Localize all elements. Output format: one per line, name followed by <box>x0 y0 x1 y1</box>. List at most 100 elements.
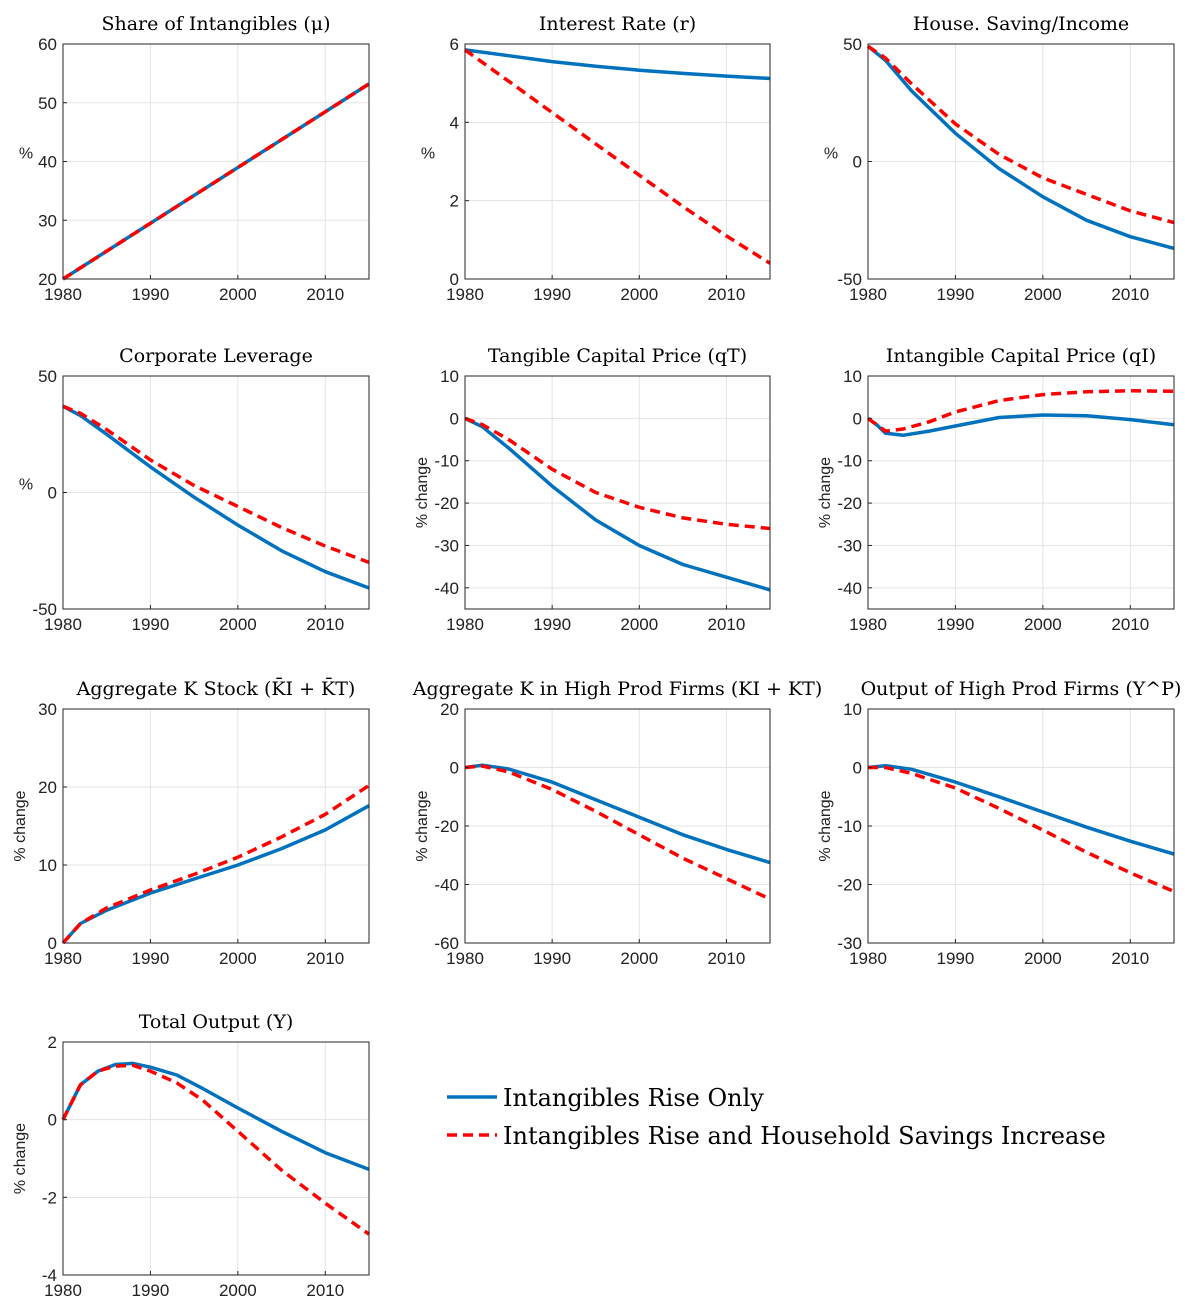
x-tick-label: 1990 <box>132 615 170 634</box>
panel-0: 1980 1990 2000 2010 20 30 40 50 60% Share of Inta… <box>19 13 370 304</box>
x-tick-label: 1990 <box>937 949 975 968</box>
x-tick-label: 2010 <box>708 285 746 304</box>
y-tick-label: -10 <box>837 817 862 836</box>
series-line-intangibles-and-savings <box>867 44 1175 225</box>
axes-box <box>867 375 1175 610</box>
y-tick-label: 60 <box>38 35 57 54</box>
y-tick-label: -2 <box>42 1188 57 1207</box>
series-line-intangibles-only <box>61 1061 370 1172</box>
y-tick-label: 10 <box>843 700 862 719</box>
x-tick-label: 2000 <box>1024 615 1062 634</box>
series-line-intangibles-and-savings <box>868 765 1175 894</box>
series-line-intangibles-only <box>62 404 370 590</box>
y-tick-label: 40 <box>38 153 57 172</box>
panel-title: Aggregate K in High Prod Firms (KI + KT) <box>412 678 823 700</box>
axes-box <box>62 708 370 944</box>
y-tick-label: 20 <box>440 700 459 719</box>
x-tick-label: 1990 <box>533 949 571 968</box>
panel-title: Total Output (Y) <box>139 1011 294 1033</box>
series-line-intangibles-and-savings <box>464 416 771 531</box>
legend-label-intangibles-and-savings: Intangibles Rise and Household Savings I… <box>503 1122 1106 1150</box>
panel-title: House. Saving/Income <box>913 13 1129 35</box>
y-tick-label: 50 <box>843 35 862 54</box>
panel-8: 1980 1990 2000 2010 -30 -20 -10 0 10 % change Outp… <box>817 678 1181 968</box>
y-tick-label: 0 <box>450 759 459 778</box>
y-tick-label: -20 <box>434 494 459 513</box>
y-axis-label: % change <box>414 790 431 861</box>
x-tick-label: 2000 <box>219 1281 257 1300</box>
y-tick-label: -50 <box>837 270 862 289</box>
y-axis-label: % change <box>414 457 431 528</box>
y-tick-label: 20 <box>38 778 57 797</box>
series-line-intangibles-and-savings <box>62 82 370 281</box>
panel-title: Tangible Capital Price (qT) <box>488 345 747 367</box>
y-axis-label: % <box>421 146 435 163</box>
axes-box <box>62 1041 370 1276</box>
x-tick-label: 2010 <box>1111 949 1149 968</box>
y-tick-label: -30 <box>837 536 862 555</box>
x-tick-label: 2000 <box>620 285 658 304</box>
x-tick-label: 1990 <box>533 285 571 304</box>
panel-3: 1980 1990 2000 2010 -50 0 50% Corporate Leverag… <box>19 345 370 634</box>
axes-box <box>464 375 771 610</box>
y-axis-label: % change <box>12 1123 29 1194</box>
series-line-intangibles-only <box>464 48 771 81</box>
y-tick-label: 20 <box>38 270 57 289</box>
series-line-intangibles-and-savings <box>62 404 370 565</box>
y-tick-label: 10 <box>38 856 57 875</box>
y-tick-label: -60 <box>434 934 459 953</box>
y-tick-label: 2 <box>450 192 459 211</box>
x-tick-label: 1980 <box>44 615 82 634</box>
series-line-intangibles-only <box>464 763 771 865</box>
panel-2: 1980 1990 2000 2010 -50 0 50% House. Saving/Inc… <box>824 13 1175 304</box>
y-tick-label: 0 <box>48 484 57 503</box>
x-tick-label: 2000 <box>1024 285 1062 304</box>
panel-7: 1980 1990 2000 2010 -60 -40 -20 0 20 % change Aggr… <box>412 678 823 968</box>
y-tick-label: -50 <box>32 600 57 619</box>
x-tick-label: 2010 <box>306 1281 344 1300</box>
y-tick-label: 0 <box>450 270 459 289</box>
x-tick-label: 1980 <box>446 285 484 304</box>
y-axis-label: % <box>824 146 838 163</box>
series-line-intangibles-and-savings <box>463 48 771 265</box>
y-tick-label: -40 <box>434 579 459 598</box>
series-line-intangibles-only <box>866 44 1175 251</box>
chart-legend: Intangibles Rise Only Intangibles Rise a… <box>447 1084 1106 1150</box>
y-tick-label: -20 <box>837 494 862 513</box>
series-line-intangibles-and-savings <box>866 389 1175 433</box>
panel-6: 1980 1990 2000 2010 0 10 20 30 % change Aggregate… <box>12 677 370 968</box>
x-tick-label: 2010 <box>306 615 344 634</box>
series-line-intangibles-only <box>464 416 771 592</box>
x-tick-label: 2010 <box>708 615 746 634</box>
y-tick-label: 2 <box>48 1033 57 1052</box>
y-tick-label: 0 <box>853 759 862 778</box>
y-axis-label: % change <box>817 457 834 528</box>
y-tick-label: 0 <box>853 153 862 172</box>
x-tick-label: 1980 <box>849 949 887 968</box>
x-tick-label: 1990 <box>937 615 975 634</box>
x-tick-label: 2000 <box>1024 949 1062 968</box>
series-line-intangibles-and-savings <box>464 764 771 901</box>
y-tick-label: -4 <box>42 1266 57 1285</box>
y-tick-label: -40 <box>434 876 459 895</box>
y-tick-label: 6 <box>450 35 459 54</box>
panel-title: Interest Rate (r) <box>539 13 696 35</box>
panel-title: Share of Intangibles (μ) <box>101 13 330 35</box>
y-tick-label: -10 <box>434 452 459 471</box>
y-tick-label: -20 <box>434 817 459 836</box>
panel-9: 1980 1990 2000 2010 -4 -2 0 2 % change Total Outp… <box>12 1011 371 1300</box>
x-tick-label: 1980 <box>849 285 887 304</box>
y-tick-label: 30 <box>38 700 57 719</box>
y-tick-label: 0 <box>853 409 862 428</box>
y-tick-label: 50 <box>38 94 57 113</box>
legend-label-intangibles-only: Intangibles Rise Only <box>503 1084 764 1112</box>
series-line-intangibles-only <box>867 763 1175 856</box>
axes-box <box>464 43 771 280</box>
series-line-intangibles-and-savings <box>61 1063 371 1236</box>
y-axis-label: % <box>19 477 33 494</box>
x-tick-label: 1980 <box>44 1281 82 1300</box>
x-tick-label: 1980 <box>44 949 82 968</box>
y-tick-label: -10 <box>837 452 862 471</box>
y-tick-label: 0 <box>48 1111 57 1130</box>
